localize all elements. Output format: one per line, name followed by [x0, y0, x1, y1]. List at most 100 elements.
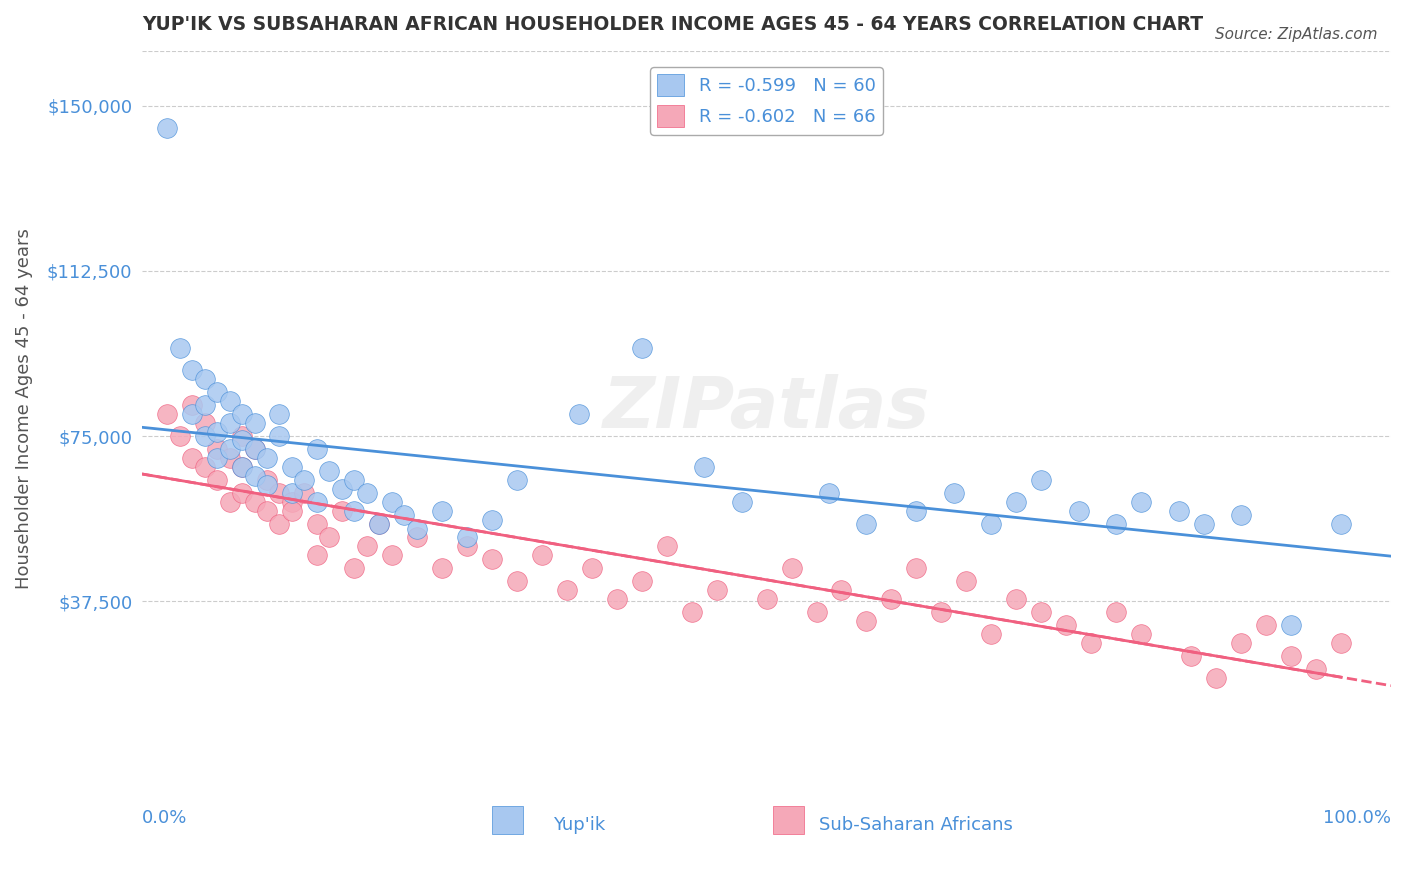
- Point: [530, 548, 553, 562]
- Point: [568, 407, 591, 421]
- Point: [231, 407, 253, 421]
- Point: [305, 548, 328, 562]
- Point: [269, 486, 291, 500]
- Point: [156, 120, 179, 135]
- Point: [256, 477, 278, 491]
- Point: [1230, 636, 1253, 650]
- Point: [243, 495, 266, 509]
- Point: [269, 429, 291, 443]
- Point: [706, 583, 728, 598]
- Point: [1031, 473, 1053, 487]
- Point: [1230, 508, 1253, 523]
- Point: [630, 341, 652, 355]
- Point: [243, 416, 266, 430]
- Point: [218, 393, 240, 408]
- Point: [942, 486, 965, 500]
- Point: [231, 459, 253, 474]
- Point: [243, 442, 266, 457]
- Point: [880, 592, 903, 607]
- Point: [1180, 649, 1202, 664]
- Y-axis label: Householder Income Ages 45 - 64 years: Householder Income Ages 45 - 64 years: [15, 228, 32, 589]
- Point: [231, 434, 253, 448]
- Point: [430, 504, 453, 518]
- Point: [193, 416, 215, 430]
- Point: [1031, 605, 1053, 619]
- Point: [1279, 649, 1302, 664]
- Point: [780, 561, 803, 575]
- FancyBboxPatch shape: [773, 805, 804, 834]
- Text: 0.0%: 0.0%: [142, 809, 187, 827]
- Point: [231, 486, 253, 500]
- Point: [181, 451, 204, 466]
- Point: [256, 451, 278, 466]
- Point: [456, 530, 478, 544]
- Point: [343, 504, 366, 518]
- Point: [1330, 636, 1353, 650]
- Point: [980, 627, 1002, 641]
- FancyBboxPatch shape: [492, 805, 523, 834]
- Text: Source: ZipAtlas.com: Source: ZipAtlas.com: [1215, 27, 1378, 42]
- Point: [356, 486, 378, 500]
- Point: [218, 442, 240, 457]
- Point: [256, 504, 278, 518]
- Point: [169, 429, 191, 443]
- Point: [181, 407, 204, 421]
- Point: [281, 486, 304, 500]
- Point: [430, 561, 453, 575]
- Point: [855, 517, 877, 532]
- Point: [1080, 636, 1102, 650]
- Point: [1256, 618, 1278, 632]
- Point: [156, 407, 179, 421]
- Point: [243, 442, 266, 457]
- Point: [1167, 504, 1189, 518]
- Point: [931, 605, 953, 619]
- Point: [681, 605, 703, 619]
- Point: [181, 398, 204, 412]
- Point: [368, 517, 391, 532]
- Point: [980, 517, 1002, 532]
- Point: [330, 504, 353, 518]
- Point: [506, 574, 529, 589]
- Point: [231, 429, 253, 443]
- Text: ZIPatlas: ZIPatlas: [603, 374, 931, 443]
- Point: [269, 407, 291, 421]
- Point: [343, 473, 366, 487]
- Point: [755, 592, 778, 607]
- Point: [1105, 517, 1128, 532]
- Point: [305, 517, 328, 532]
- Point: [481, 552, 503, 566]
- Point: [169, 341, 191, 355]
- Point: [193, 429, 215, 443]
- Point: [205, 425, 228, 439]
- Text: YUP'IK VS SUBSAHARAN AFRICAN HOUSEHOLDER INCOME AGES 45 - 64 YEARS CORRELATION C: YUP'IK VS SUBSAHARAN AFRICAN HOUSEHOLDER…: [142, 15, 1204, 34]
- Point: [218, 451, 240, 466]
- Point: [205, 385, 228, 400]
- Point: [281, 495, 304, 509]
- Text: Yup'ik: Yup'ik: [553, 816, 606, 834]
- Point: [256, 473, 278, 487]
- Point: [305, 442, 328, 457]
- Point: [193, 372, 215, 386]
- Point: [905, 504, 928, 518]
- Point: [855, 614, 877, 628]
- Point: [1305, 663, 1327, 677]
- Point: [1130, 495, 1153, 509]
- Point: [555, 583, 578, 598]
- Point: [294, 486, 316, 500]
- Point: [830, 583, 852, 598]
- Point: [218, 495, 240, 509]
- Point: [1105, 605, 1128, 619]
- Point: [730, 495, 752, 509]
- Point: [305, 495, 328, 509]
- Point: [581, 561, 603, 575]
- Point: [955, 574, 977, 589]
- Point: [394, 508, 416, 523]
- Point: [205, 473, 228, 487]
- Point: [218, 416, 240, 430]
- Point: [269, 517, 291, 532]
- Point: [1005, 592, 1028, 607]
- Point: [205, 451, 228, 466]
- Point: [281, 504, 304, 518]
- Point: [1192, 517, 1215, 532]
- Point: [1067, 504, 1090, 518]
